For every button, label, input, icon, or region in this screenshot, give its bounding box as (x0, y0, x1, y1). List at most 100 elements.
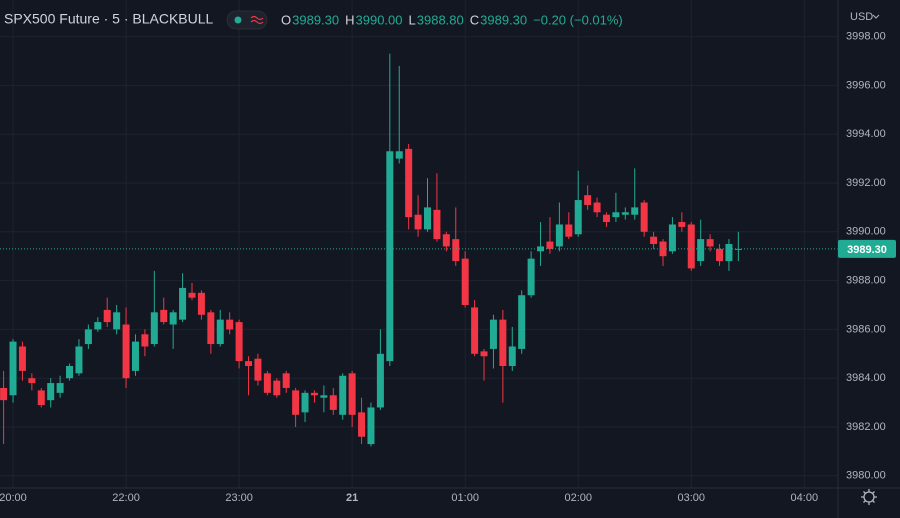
candle-body (678, 222, 686, 227)
last-price-box (838, 239, 896, 258)
x-tick-label: 23:00 (225, 492, 253, 504)
y-tick-label: 3998.00 (846, 31, 886, 43)
ohlc-key: O (281, 12, 291, 27)
candle-body (668, 224, 676, 252)
currency[interactable]: USD (850, 11, 873, 23)
wave-icon (250, 15, 264, 25)
candle-body (292, 390, 300, 415)
candle-body (508, 346, 516, 366)
candle-body (386, 151, 394, 362)
candle-body (555, 224, 563, 247)
candle-body (0, 387, 8, 401)
ohlc-legend: O 3989.30 H 3990.00 L 3988.80 C 3989.30 −0.20 (−… (281, 12, 623, 27)
candle-body (499, 319, 507, 366)
candle-body (197, 292, 205, 315)
candle-body (131, 341, 139, 371)
candle-body (235, 322, 243, 362)
y-tick-label: 3980.00 (846, 470, 886, 482)
toggle-pill[interactable] (226, 10, 268, 30)
plot-area (0, 53, 838, 447)
candle-body (546, 241, 554, 249)
candle-body (94, 322, 102, 330)
candle-body (207, 312, 215, 345)
candle-body (169, 312, 177, 325)
candle-body (480, 351, 488, 357)
candle-body (527, 258, 535, 296)
last-price-label: 3989.30 (847, 244, 887, 256)
axes: 3980.00 3982.00 3984.00 3986.00 3988.00 3990.… (0, 31, 896, 504)
candle-body (122, 324, 130, 379)
candle-body (621, 212, 629, 215)
candle-body (518, 295, 526, 349)
candle-body (301, 392, 309, 413)
candle-body (442, 234, 450, 247)
candle-body (254, 358, 262, 381)
ohlc-key: C (470, 12, 479, 27)
candle-body (433, 209, 441, 240)
indicator-toggle[interactable] (226, 10, 268, 30)
x-tick-label: 03:00 (677, 492, 705, 504)
candle-body (650, 236, 658, 244)
candle-body (160, 309, 168, 323)
y-tick-label: 3990.00 (846, 226, 886, 238)
y-tick-label: 3982.00 (846, 421, 886, 433)
settings-icon[interactable] (861, 489, 877, 505)
candle-body (593, 202, 601, 213)
candle-body (725, 244, 733, 262)
candle-body (47, 383, 55, 401)
candle-body (376, 353, 384, 408)
ohlc-value: 3989.30 (292, 12, 339, 27)
candle-body (320, 395, 328, 398)
x-tick-label: 20:00 (0, 492, 27, 504)
chart-title: SPX500 Future · 5 · BLACKBULL (4, 11, 214, 27)
candle-body (188, 292, 196, 298)
candle-body (56, 383, 64, 393)
candle-body (263, 373, 271, 393)
y-tick-label: 3992.00 (846, 177, 886, 189)
ohlc-value: 3989.30 (480, 12, 527, 27)
y-tick-label: 3984.00 (846, 372, 886, 384)
candle-body (367, 407, 375, 445)
candle-body (28, 378, 36, 384)
candle-body (9, 341, 17, 396)
x-tick-label: 21 (346, 492, 358, 504)
status-dot (234, 16, 242, 24)
candle-body (405, 148, 413, 218)
x-tick-label: 02:00 (564, 492, 592, 504)
candle-body (414, 214, 422, 230)
candle-body (226, 319, 234, 330)
candle-body (716, 248, 724, 262)
candle-body (150, 312, 158, 345)
candle-body (574, 200, 582, 235)
candle-body (489, 319, 497, 349)
candle-body (141, 334, 149, 347)
candle-body (565, 224, 573, 237)
candle-body (631, 207, 639, 215)
candle-body (640, 202, 648, 232)
ohlc-key: H (345, 12, 354, 27)
candle-body (452, 239, 460, 262)
candle-body (66, 366, 74, 379)
y-tick-label: 3996.00 (846, 79, 886, 91)
candle-body (113, 312, 121, 330)
ohlc-value: 3990.00 (356, 12, 403, 27)
x-tick-label: 22:00 (112, 492, 140, 504)
candle-body (18, 346, 26, 371)
candle-body (687, 224, 695, 269)
candle-body (584, 195, 592, 205)
candle-body (358, 412, 366, 437)
candle-body (179, 287, 187, 320)
candle-body (706, 239, 714, 247)
candle-body (84, 329, 92, 345)
candle-body (697, 239, 705, 262)
candle-body (103, 309, 111, 323)
candle-body (461, 258, 469, 305)
candle-body (216, 319, 224, 345)
candle-body (245, 361, 253, 366)
candle-body (310, 392, 318, 396)
x-tick-label: 04:00 (791, 492, 819, 504)
change-value: −0.20 (−0.01%) (533, 12, 623, 27)
currency-caret[interactable] (872, 14, 880, 19)
candle-body (471, 307, 479, 354)
